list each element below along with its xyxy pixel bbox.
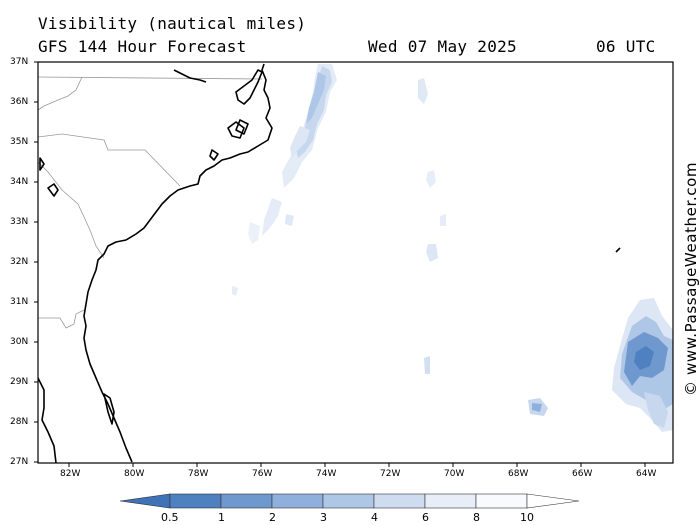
lat-label-34n: 34N: [10, 177, 29, 187]
lat-label-30n: 30N: [10, 337, 29, 347]
credit-text: © www.PassageWeather.com: [682, 161, 700, 396]
lon-label-76w: 76W: [252, 469, 273, 479]
visibility-legend: [119, 493, 580, 509]
legend-label: 6: [422, 511, 429, 524]
forecast-time: 06 UTC: [596, 37, 656, 56]
lat-label-36n: 36N: [10, 97, 29, 107]
lat-label-32n: 32N: [10, 257, 29, 267]
legend-label: 3: [320, 511, 327, 524]
lon-label-66w: 66W: [572, 469, 593, 479]
forecast-subtitle: GFS 144 Hour Forecast: [38, 37, 247, 56]
legend-swatch: [220, 493, 273, 509]
lon-label-70w: 70W: [444, 469, 465, 479]
lat-label-33n: 33N: [10, 217, 29, 227]
map-frame: [37, 61, 674, 464]
legend-swatch: [424, 493, 477, 509]
legend-label: 8: [473, 511, 480, 524]
lat-label-31n: 31N: [10, 297, 29, 307]
lon-label-80w: 80W: [124, 469, 145, 479]
lat-label-29n: 29N: [10, 377, 29, 387]
lat-label-27n: 27N: [10, 457, 29, 467]
lon-label-68w: 68W: [508, 469, 529, 479]
map-title: Visibility (nautical miles): [38, 14, 307, 33]
legend-swatch: [322, 493, 375, 509]
legend-swatch: [475, 493, 528, 509]
map-area: [38, 63, 673, 463]
legend-arrow-low: [119, 493, 171, 509]
legend-label: 10: [520, 511, 534, 524]
lon-label-78w: 78W: [188, 469, 209, 479]
legend-arrow-high: [526, 493, 580, 509]
legend-swatch: [373, 493, 426, 509]
lat-label-37n: 37N: [10, 57, 29, 67]
legend-label: 2: [269, 511, 276, 524]
state-borders: [38, 76, 263, 329]
lat-label-28n: 28N: [10, 417, 29, 427]
axis-ticks: [34, 61, 646, 467]
legend-label: 4: [371, 511, 378, 524]
legend-swatch: [169, 493, 222, 509]
lon-label-64w: 64W: [636, 469, 657, 479]
visibility-shading: [232, 64, 673, 432]
forecast-date: Wed 07 May 2025: [368, 37, 517, 56]
lat-label-35n: 35N: [10, 137, 29, 147]
lon-label-72w: 72W: [380, 469, 401, 479]
lon-label-82w: 82W: [60, 469, 81, 479]
coastline: [38, 63, 621, 463]
lon-label-74w: 74W: [316, 469, 337, 479]
legend-swatch: [271, 493, 324, 509]
legend-label: 1: [218, 511, 225, 524]
legend-label: 0.5: [161, 511, 179, 524]
